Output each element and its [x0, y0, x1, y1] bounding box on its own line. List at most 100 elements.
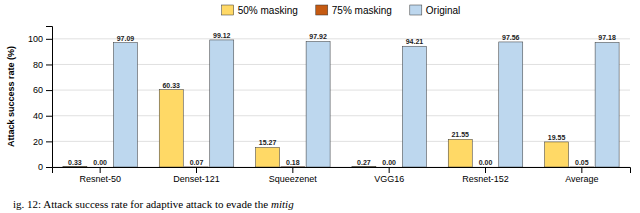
- bar: [473, 167, 497, 168]
- tick: Squeezenet: [269, 167, 318, 184]
- axis-line: [46, 27, 53, 168]
- tick-label: 100: [28, 34, 43, 44]
- tick-mark: [100, 167, 101, 173]
- legend-label: 75% masking: [332, 5, 392, 16]
- x-axis: Resnet-50 Denset-121 Squeezenet VGG16 Resnet…: [53, 167, 631, 184]
- data-label: 0.18: [286, 159, 300, 166]
- y-label: Attack success rate (%): [6, 46, 16, 147]
- tick-mark: [46, 64, 52, 65]
- y-axis: 0 20 40 60 80 100: [28, 27, 53, 173]
- tick: 0: [38, 162, 52, 172]
- legend-swatch: [410, 5, 422, 15]
- bar: [448, 139, 472, 167]
- tick: Resnet-50: [79, 167, 121, 184]
- bar: [63, 166, 87, 167]
- bar-series: [184, 166, 593, 167]
- legend-label: Original: [426, 5, 460, 16]
- data-label: 97.92: [309, 33, 327, 40]
- bar-series: [113, 40, 619, 167]
- grid-line: [52, 90, 630, 91]
- tick-label: Resnet-152: [462, 174, 509, 184]
- tick: VGG16: [374, 167, 404, 184]
- tick: 100: [28, 34, 52, 44]
- data-label: 0.00: [479, 159, 493, 166]
- bar: [281, 166, 305, 167]
- data-labels: 0.33 60.33 15.27 0.27 21.55 19.55 0.00 0.07 0.18…: [68, 32, 616, 166]
- caption-text: mitig: [271, 198, 294, 210]
- grid-line: [52, 64, 630, 65]
- bar: [402, 46, 426, 167]
- bar: [306, 41, 330, 167]
- grid-line: [52, 115, 630, 116]
- plot: 0.33 60.33 15.27 0.27 21.55 19.55 0.00 0.07 0.18…: [28, 27, 631, 185]
- data-label: 60.33: [162, 82, 180, 89]
- tick-mark: [196, 167, 197, 173]
- bar: [113, 43, 137, 167]
- tick-label: VGG16: [374, 174, 404, 184]
- tick-mark: [581, 167, 582, 173]
- tick-mark: [46, 167, 52, 168]
- legend-item: 50% masking: [222, 5, 298, 16]
- tick-label: 0: [38, 162, 43, 172]
- tick-label: Denset-121: [173, 174, 220, 184]
- tick-label: 40: [33, 111, 43, 121]
- grid: [52, 39, 630, 167]
- data-label: 21.55: [451, 131, 469, 138]
- bar: [88, 167, 112, 168]
- tick-mark: [46, 141, 52, 142]
- bar: [570, 166, 594, 167]
- grid-line: [52, 141, 630, 142]
- data-label: 97.56: [502, 34, 520, 41]
- data-label: 0.07: [190, 159, 204, 166]
- data-label: 0.00: [382, 159, 396, 166]
- data-label: 0.27: [357, 159, 371, 166]
- legend-label: 50% masking: [238, 5, 298, 16]
- tick: 80: [33, 60, 52, 70]
- data-label: 94.21: [406, 38, 424, 45]
- caption-text: ig. 12: Attack success rate for adaptive…: [13, 198, 268, 210]
- tick-label: Squeezenet: [269, 174, 318, 184]
- tick-label: Average: [565, 174, 598, 184]
- bar: [159, 90, 183, 167]
- chart: 0.33 60.33 15.27 0.27 21.55 19.55 0.00 0.07 0.18…: [0, 0, 640, 213]
- tick-mark: [46, 39, 52, 40]
- bar: [256, 147, 280, 167]
- data-label: 0.00: [93, 159, 107, 166]
- tick-mark: [292, 167, 293, 173]
- tick: 20: [33, 137, 52, 147]
- bars: [63, 40, 619, 167]
- data-label: 19.55: [548, 134, 566, 141]
- tick-mark: [46, 90, 52, 91]
- tick-label: 20: [33, 137, 43, 147]
- tick: Denset-121: [173, 167, 220, 184]
- tick-mark: [485, 167, 486, 173]
- legend-item: 75% masking: [316, 5, 392, 16]
- data-label: 99.12: [213, 32, 231, 39]
- tick: Resnet-152: [462, 167, 509, 184]
- bar: [377, 167, 401, 168]
- data-label: 0.33: [68, 159, 82, 166]
- data-label: 97.09: [117, 35, 135, 42]
- legend-item: Original: [410, 5, 460, 16]
- legend-swatch: [316, 5, 328, 15]
- tick-label: Resnet-50: [79, 174, 121, 184]
- data-label: 0.05: [575, 159, 589, 166]
- bar: [184, 166, 208, 167]
- bar: [595, 42, 619, 167]
- tick-mark: [46, 116, 52, 117]
- data-label: 97.18: [598, 34, 616, 41]
- tick: Average: [565, 167, 598, 184]
- tick: 40: [33, 111, 52, 121]
- caption: ig. 12: Attack success rate for adaptive…: [13, 198, 294, 210]
- bar: [352, 166, 376, 167]
- legend: 50% masking 75% masking Original: [222, 5, 461, 16]
- axis-line: [53, 168, 631, 174]
- tick: 60: [33, 85, 52, 95]
- data-label: 15.27: [259, 139, 277, 146]
- tick-mark: [389, 167, 390, 173]
- legend-swatch: [222, 5, 234, 15]
- tick-label: 60: [33, 85, 43, 95]
- bar: [545, 142, 569, 167]
- tick-label: 80: [33, 60, 43, 70]
- bar: [499, 42, 523, 167]
